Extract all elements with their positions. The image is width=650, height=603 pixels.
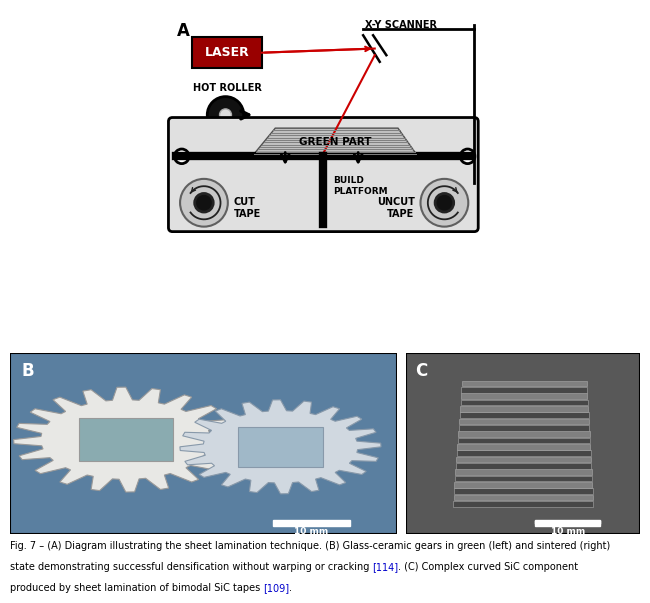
Bar	[462, 387, 587, 393]
Text: [109]: [109]	[263, 583, 289, 593]
Bar	[453, 501, 593, 507]
Text: . (C) Complex curved SiC component: . (C) Complex curved SiC component	[398, 562, 578, 572]
Bar	[462, 381, 587, 387]
Polygon shape	[14, 387, 238, 492]
Bar	[457, 444, 590, 450]
Bar	[192, 37, 262, 69]
Text: UNCUT
TAPE: UNCUT TAPE	[376, 197, 415, 218]
Polygon shape	[238, 427, 323, 467]
Circle shape	[220, 109, 231, 121]
Text: B: B	[21, 362, 34, 380]
Circle shape	[194, 194, 213, 212]
Bar	[456, 463, 592, 469]
Text: 10 mm: 10 mm	[294, 527, 328, 536]
Polygon shape	[79, 418, 172, 461]
Text: CUT
TAPE: CUT TAPE	[234, 197, 261, 218]
Bar	[461, 400, 588, 405]
Circle shape	[421, 179, 468, 227]
Polygon shape	[252, 128, 418, 156]
Bar	[460, 412, 588, 418]
Text: state demonstrating successful densification without warping or cracking: state demonstrating successful densifica…	[10, 562, 372, 572]
Bar	[273, 520, 350, 526]
Bar	[458, 432, 590, 437]
Text: produced by sheet lamination of bimodal SiC tapes: produced by sheet lamination of bimodal …	[10, 583, 263, 593]
FancyBboxPatch shape	[168, 118, 478, 232]
Text: BUILD
PLATFORM: BUILD PLATFORM	[333, 176, 388, 195]
Bar	[458, 438, 590, 443]
Bar	[535, 520, 601, 526]
Circle shape	[174, 149, 189, 163]
Bar	[456, 457, 591, 462]
Circle shape	[180, 179, 228, 227]
Bar	[454, 482, 592, 487]
Text: Fig. 7 – (A) Diagram illustrating the sheet lamination technique. (B) Glass-cera: Fig. 7 – (A) Diagram illustrating the sh…	[10, 541, 610, 551]
Polygon shape	[180, 400, 381, 494]
Text: [114]: [114]	[372, 562, 398, 572]
Circle shape	[207, 96, 244, 133]
Text: .: .	[289, 583, 292, 593]
Text: 10 mm: 10 mm	[551, 527, 585, 536]
Bar	[461, 394, 588, 399]
Bar	[454, 494, 593, 500]
Text: GREEN PART: GREEN PART	[299, 137, 371, 147]
Bar	[460, 406, 588, 411]
Circle shape	[435, 194, 454, 212]
Text: C: C	[415, 362, 428, 380]
Text: X-Y SCANNER: X-Y SCANNER	[365, 21, 437, 30]
Bar	[457, 450, 591, 456]
Circle shape	[460, 149, 475, 163]
Text: HOT ROLLER: HOT ROLLER	[193, 83, 261, 93]
Bar	[459, 425, 590, 431]
Bar	[456, 469, 592, 475]
Text: LASER: LASER	[205, 46, 250, 59]
Bar	[459, 419, 589, 425]
Text: A: A	[177, 22, 190, 40]
Bar	[455, 476, 592, 481]
Bar	[454, 488, 593, 494]
